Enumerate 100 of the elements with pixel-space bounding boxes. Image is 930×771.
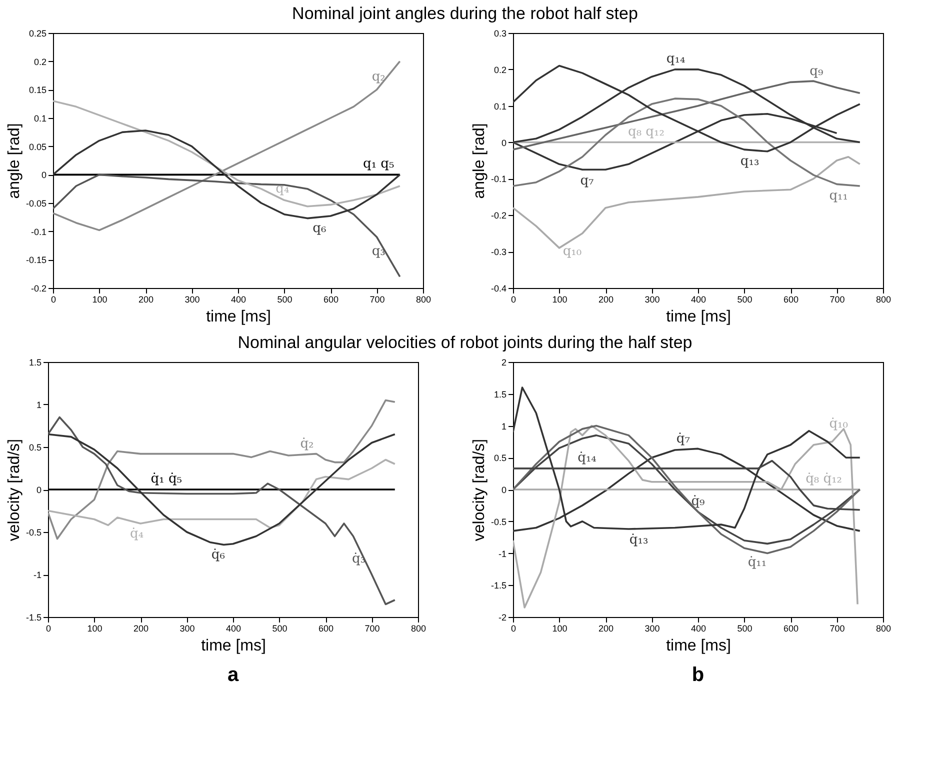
x-tick-label: 100: [552, 624, 568, 634]
x-tick-label: 200: [598, 294, 614, 304]
x-tick-label: 500: [277, 294, 292, 304]
y-tick-label: 0.15: [28, 85, 46, 96]
series-label: q₂: [372, 69, 386, 84]
x-tick-label: 600: [783, 624, 799, 634]
series-label: q̇₂: [300, 436, 314, 452]
y-tick-label: -0.3: [490, 247, 506, 258]
x-tick-label: 500: [737, 294, 752, 304]
x-tick-label: 700: [830, 294, 845, 304]
x-tick-label: 800: [876, 624, 892, 634]
y-tick-label: -1.5: [26, 612, 42, 622]
x-tick-label: 600: [783, 294, 799, 304]
series-label: q̇₁₁: [748, 555, 767, 570]
x-tick-label: 100: [552, 294, 568, 304]
y-tick-label: 0.05: [28, 142, 46, 152]
series-label: q₁ q₅: [363, 156, 394, 172]
y-tick-label: -2: [498, 612, 506, 622]
y-tick-label: -0.4: [490, 284, 506, 294]
series-label: q₆: [312, 221, 326, 236]
text: a: [227, 664, 240, 686]
y-tick-label: -0.2: [490, 210, 506, 221]
x-axis-title: time [ms]: [666, 308, 731, 326]
series-label: q₁₁: [829, 188, 848, 204]
y-tick-label: -1: [33, 570, 42, 580]
series-label: q₁₄: [666, 51, 686, 66]
y-axis-title: angle [rad]: [470, 123, 488, 199]
x-tick-label: 300: [644, 624, 660, 634]
x-axis-title: time [ms]: [666, 638, 731, 654]
x-tick-label: 800: [876, 294, 892, 304]
x-tick-label: 300: [184, 294, 200, 304]
y-axis-title: velocity [rad/s]: [6, 438, 23, 542]
line-series: [513, 80, 861, 150]
y-tick-label: 0.5: [28, 442, 42, 452]
y-tick-label: 1.5: [494, 389, 506, 400]
x-tick-label: 0: [510, 624, 516, 634]
x-tick-label: 0: [50, 294, 56, 304]
y-tick-label: 1.5: [28, 358, 42, 368]
y-tick-label: 0: [501, 138, 506, 148]
x-tick-label: 200: [133, 624, 149, 634]
y-tick-label: 0.5: [494, 453, 506, 464]
y-tick-label: 0.2: [34, 56, 46, 67]
series-label: q̇₁₃: [629, 532, 648, 548]
y-tick-label: 0.3: [494, 28, 506, 38]
y-axis-title: velocity [rad/s]: [470, 438, 488, 542]
text: Nominal angular velocities of robot joints during the half step: [236, 332, 694, 353]
x-axis-title: time [ms]: [206, 308, 271, 326]
x-tick-label: 500: [272, 624, 288, 634]
y-tick-label: 1: [501, 421, 506, 432]
y-tick-label: -0.5: [490, 516, 506, 527]
line-series: [513, 386, 861, 530]
series-label: q̇₈ q̇₁₂: [806, 472, 842, 486]
x-tick-label: 700: [830, 624, 845, 634]
y-tick-label: 0: [501, 485, 506, 495]
x-tick-label: 700: [370, 294, 385, 304]
x-tick-label: 800: [416, 294, 432, 304]
series-label: q̇₆: [211, 548, 225, 563]
y-tick-label: 2: [501, 358, 506, 368]
series-label: q₁₃: [740, 154, 760, 170]
x-tick-label: 100: [92, 294, 108, 304]
x-tick-label: 100: [87, 624, 102, 634]
y-tick-label: 0: [36, 485, 42, 495]
y-tick-label: -0.1: [30, 226, 46, 237]
text: Nominal joint angles during the robot half step: [291, 3, 639, 24]
x-tick-label: 200: [598, 624, 614, 634]
y-tick-label: 0.2: [494, 64, 506, 75]
series-label: q₈ q₁₂: [628, 124, 664, 140]
y-tick-label: 0.1: [494, 101, 506, 112]
y-tick-label: -0.5: [26, 528, 42, 538]
series-label: q̇₁₄: [578, 450, 596, 466]
x-tick-label: 700: [364, 624, 380, 634]
x-tick-label: 600: [323, 294, 339, 304]
y-tick-label: -0.1: [490, 174, 506, 184]
text: b: [692, 664, 704, 686]
y-tick-label: -1.5: [490, 580, 506, 591]
x-tick-label: 300: [180, 624, 195, 634]
series-label: q₇: [580, 174, 594, 189]
y-tick-label: 0.1: [34, 114, 46, 124]
series-label: q₁₀: [562, 244, 582, 259]
y-tick-label: -0.2: [30, 284, 46, 294]
x-tick-label: 0: [510, 294, 516, 304]
series-label: q̇₄: [130, 526, 144, 542]
x-tick-label: 400: [230, 294, 246, 304]
x-tick-label: 800: [410, 624, 426, 634]
line-series: [513, 156, 861, 249]
series-label: q₄: [276, 181, 290, 196]
series-label: q₃: [372, 244, 386, 260]
y-tick-label: 1: [36, 400, 42, 410]
x-tick-label: 300: [644, 294, 660, 304]
series-label: q̇₁ q̇₅: [150, 472, 182, 486]
y-tick-label: -0.15: [26, 255, 46, 266]
y-tick-label: -1: [498, 548, 506, 559]
x-tick-label: 400: [690, 624, 706, 634]
y-tick-label: 0.25: [28, 28, 46, 38]
series-label: q̇₉: [691, 494, 705, 509]
x-axis-title: time [ms]: [201, 638, 266, 654]
y-axis-title: angle [rad]: [6, 123, 23, 199]
y-tick-label: -0.05: [26, 198, 46, 208]
x-tick-label: 200: [138, 294, 154, 304]
series-label: q₉: [810, 64, 824, 79]
